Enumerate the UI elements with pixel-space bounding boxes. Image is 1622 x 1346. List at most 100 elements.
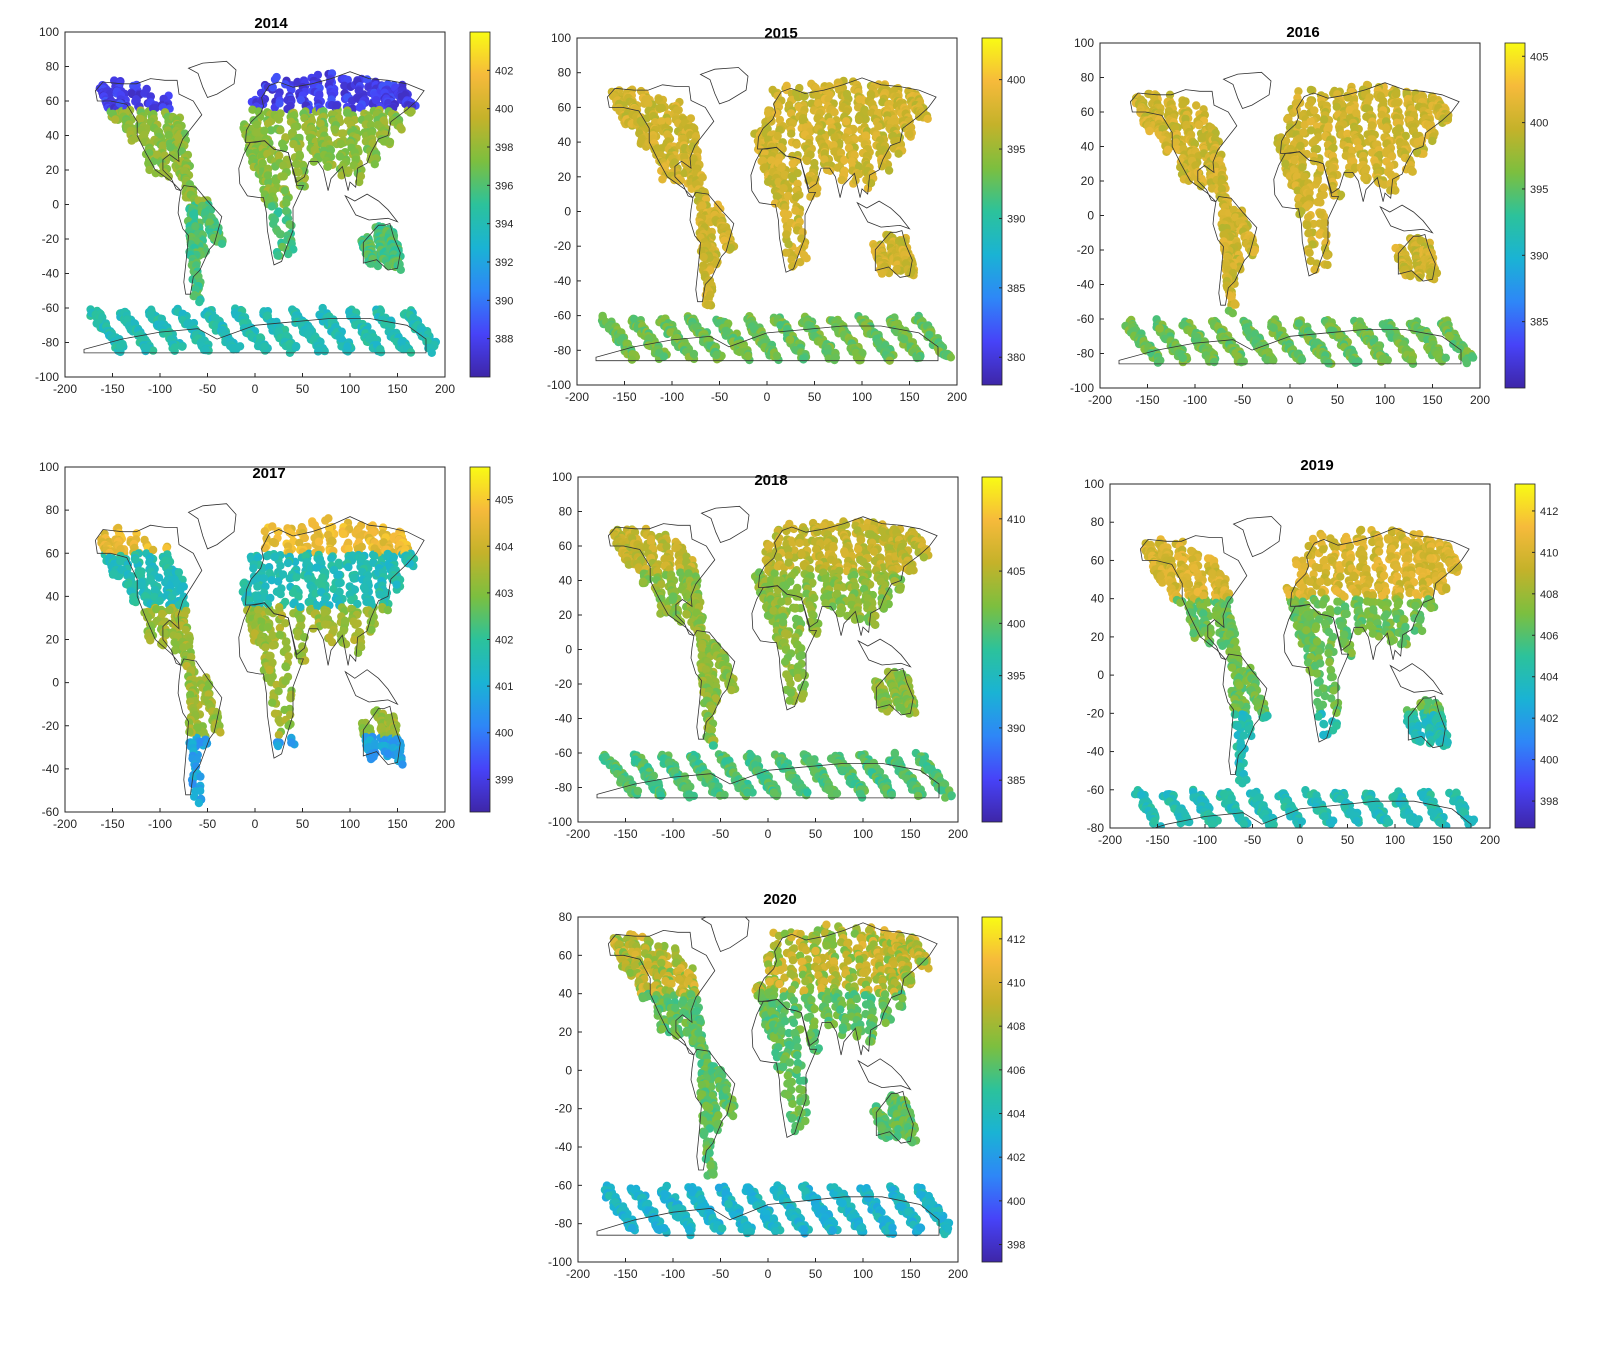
data-point — [284, 249, 293, 259]
data-point — [279, 172, 288, 181]
panel-title: 2014 — [254, 15, 288, 32]
data-point — [1300, 172, 1309, 182]
data-point — [111, 115, 120, 124]
data-point — [115, 99, 125, 108]
data-point — [263, 311, 272, 320]
y-tick-label: 20 — [558, 170, 572, 184]
data-point — [853, 103, 863, 112]
y-tick-label: 60 — [46, 94, 60, 108]
colorbar-tick-label: 402 — [495, 65, 513, 77]
data-point — [1332, 102, 1342, 112]
data-point — [313, 70, 323, 80]
data-point — [1191, 161, 1200, 170]
data-point — [267, 202, 276, 211]
data-point — [190, 209, 199, 218]
y-tick-label: 40 — [46, 129, 60, 143]
data-point — [856, 356, 865, 365]
data-point — [275, 151, 284, 160]
colorbar-tick-label: 390 — [1007, 213, 1025, 225]
data-point — [1306, 98, 1316, 107]
data-point — [285, 220, 294, 229]
data-point — [776, 321, 785, 330]
colorbar-tick-label: 390 — [495, 295, 513, 307]
data-point — [1290, 156, 1300, 165]
colorbar — [469, 31, 491, 378]
data-point — [772, 192, 781, 201]
data-point — [793, 179, 802, 188]
x-tick-label: 200 — [947, 390, 967, 404]
data-point — [1310, 106, 1319, 115]
data-point — [252, 120, 261, 129]
coastline — [874, 230, 913, 278]
colorbar-tick-label: 396 — [495, 180, 513, 192]
data-point — [343, 342, 352, 351]
data-point — [146, 92, 155, 101]
data-point — [344, 166, 353, 175]
x-tick-label: 0 — [764, 390, 771, 404]
data-point — [923, 114, 932, 124]
data-point — [1249, 247, 1258, 257]
x-tick-label: 100 — [340, 382, 360, 396]
data-point — [831, 353, 840, 362]
data-point — [170, 343, 180, 352]
plot-area — [595, 67, 956, 365]
data-point — [235, 342, 245, 351]
data-point — [152, 150, 162, 159]
data-point — [781, 248, 791, 257]
data-point — [1296, 141, 1305, 151]
coastline — [750, 146, 817, 273]
data-point — [275, 230, 285, 239]
data-point — [1192, 101, 1201, 110]
data-point — [767, 156, 776, 165]
data-point — [335, 152, 345, 161]
x-tick-label: 200 — [435, 382, 455, 396]
data-point — [356, 172, 366, 181]
data-point — [861, 114, 870, 124]
data-point — [829, 140, 838, 150]
x-tick-label: -100 — [148, 382, 172, 396]
y-tick-label: -20 — [554, 239, 572, 253]
data-point — [630, 314, 639, 324]
data-point — [145, 165, 154, 175]
data-point — [336, 139, 345, 148]
colorbar-tick-label: 400 — [495, 104, 513, 116]
y-tick-label: -60 — [554, 309, 572, 323]
data-point — [260, 342, 269, 351]
data-point — [1315, 230, 1324, 239]
data-point — [264, 178, 273, 187]
data-point — [1319, 115, 1329, 124]
data-point — [750, 324, 759, 334]
data-point — [799, 354, 808, 363]
data-point — [726, 244, 736, 253]
data-point — [116, 341, 125, 351]
data-point — [854, 115, 864, 125]
map-panel-2014: 2014 -200 -150 -100 -50 0 50 100 150 200-100-80-… — [35, 15, 513, 396]
data-point — [814, 99, 823, 108]
data-point — [1194, 120, 1204, 130]
data-point — [796, 258, 805, 267]
data-point — [263, 171, 273, 180]
data-point — [304, 329, 313, 339]
data-point — [1352, 108, 1361, 118]
data-point — [912, 353, 922, 363]
data-point — [373, 261, 383, 271]
x-tick-label: -150 — [100, 382, 124, 396]
data-point — [699, 252, 708, 262]
data-point — [1322, 251, 1332, 260]
data-point — [1350, 124, 1359, 134]
data-point — [905, 130, 914, 139]
data-point — [116, 347, 125, 357]
data-point — [340, 81, 349, 91]
data-point — [657, 117, 666, 126]
data-point — [698, 201, 707, 210]
data-point — [294, 168, 303, 177]
data-point — [914, 112, 924, 122]
data-point — [201, 345, 210, 355]
data-point — [1316, 210, 1325, 219]
data-point — [1319, 183, 1329, 192]
data-point — [899, 334, 909, 344]
x-tick-label: -200 — [53, 382, 77, 396]
data-point — [802, 254, 811, 263]
data-point — [282, 198, 291, 208]
x-tick-label: 150 — [387, 382, 407, 396]
